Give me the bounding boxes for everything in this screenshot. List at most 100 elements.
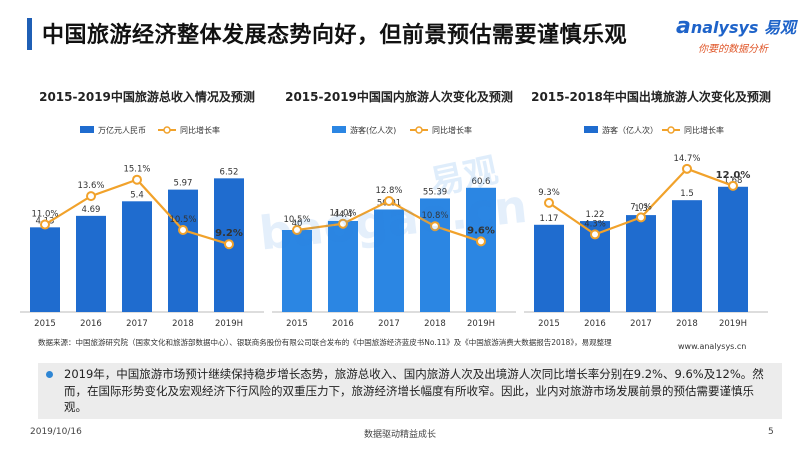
growth-label: 15.1% bbox=[123, 165, 150, 175]
bar-value-label: 1.68 bbox=[724, 176, 743, 186]
chart-title: 2015-2018年中国出境旅游人次变化及预测 bbox=[531, 90, 771, 104]
legend-line-marker bbox=[415, 126, 423, 134]
x-tick-label: 2019H bbox=[719, 319, 747, 329]
growth-point bbox=[636, 212, 646, 223]
growth-point bbox=[40, 219, 50, 230]
growth-point bbox=[384, 195, 394, 206]
page-number: 5 bbox=[768, 427, 774, 437]
legend-bar-swatch bbox=[332, 126, 346, 133]
growth-label: 11.0% bbox=[329, 209, 356, 219]
logo-sub-text: 你要的数据分析 bbox=[698, 44, 768, 55]
growth-label: 9.6% bbox=[467, 225, 495, 236]
growth-label: 7.0% bbox=[630, 202, 652, 212]
bar bbox=[672, 200, 702, 312]
x-tick-label: 2018 bbox=[676, 319, 698, 329]
bar-value-label: 40 bbox=[292, 219, 303, 229]
chart-svg: 万亿元人民币同比增长率4.1320154.6920165.420175.9720… bbox=[20, 125, 264, 329]
bar bbox=[534, 224, 564, 312]
x-tick-label: 2016 bbox=[332, 319, 354, 329]
legend-line-marker bbox=[163, 126, 171, 134]
legend-bar-swatch bbox=[584, 126, 598, 133]
growth-point bbox=[178, 225, 188, 235]
bar-value-label: 1.3 bbox=[634, 204, 648, 214]
logo-main-text: nalysys 易观 bbox=[690, 18, 797, 37]
x-tick-label: 2019H bbox=[467, 319, 495, 329]
growth-point bbox=[224, 239, 234, 250]
growth-point bbox=[430, 221, 440, 232]
legend-line-marker bbox=[667, 126, 675, 134]
analysys-logo: analysys 易观 你要的数据分析 bbox=[676, 14, 797, 55]
x-tick-label: 2015 bbox=[538, 319, 560, 329]
bar-value-label: 4.69 bbox=[82, 205, 101, 215]
legend-bar-label: 游客(亿人次) bbox=[350, 125, 396, 135]
bar-value-label: 60.6 bbox=[472, 177, 491, 187]
bar bbox=[168, 189, 198, 312]
bar-value-label: 1.17 bbox=[540, 214, 559, 224]
bar bbox=[76, 215, 106, 312]
legend-bar-swatch bbox=[80, 126, 94, 133]
growth-label: 12.8% bbox=[375, 186, 402, 196]
growth-label: 12.0% bbox=[716, 170, 751, 181]
bar bbox=[718, 186, 748, 312]
legend-bar-label: 万亿元人民币 bbox=[98, 125, 146, 135]
footer-slogan: 数据驱动精益成长 bbox=[363, 430, 436, 440]
bullet-icon bbox=[46, 371, 53, 378]
bar bbox=[420, 198, 450, 312]
growth-point bbox=[728, 180, 738, 191]
x-tick-label: 2016 bbox=[80, 319, 102, 329]
bar-value-label: 1.22 bbox=[586, 210, 605, 220]
growth-label: 13.6% bbox=[77, 181, 104, 191]
title-accent-bar bbox=[27, 18, 32, 50]
growth-point bbox=[544, 197, 554, 208]
footer-date: 2019/10/16 bbox=[30, 427, 82, 437]
growth-label: 10.8% bbox=[421, 211, 448, 221]
chart-svg: 游客(亿人次)同比增长率40201544.4201650.01201755.39… bbox=[272, 125, 516, 329]
x-tick-label: 2017 bbox=[378, 319, 400, 329]
growth-label: 14.7% bbox=[673, 154, 700, 164]
x-tick-label: 2017 bbox=[630, 319, 652, 329]
summary-text: 2019年，中国旅游市场预计继续保持稳步增长态势，旅游总收入、国内旅游人次及出境… bbox=[64, 367, 764, 414]
x-tick-label: 2016 bbox=[584, 319, 606, 329]
bar-value-label: 5.4 bbox=[130, 190, 144, 200]
growth-point bbox=[476, 236, 486, 247]
bar bbox=[30, 227, 60, 312]
legend-line-label: 同比增长率 bbox=[180, 125, 220, 135]
chart-total-revenue: 万亿元人民币同比增长率4.1320154.6920165.420175.9720… bbox=[20, 88, 274, 334]
x-tick-label: 2019H bbox=[215, 319, 243, 329]
bar bbox=[626, 215, 656, 312]
chart-domestic-trips: 游客(亿人次)同比增长率40201544.4201650.01201755.39… bbox=[272, 88, 526, 334]
bar bbox=[122, 201, 152, 312]
legend-line-label: 同比增长率 bbox=[432, 125, 472, 135]
page-title: 中国旅游经济整体发展态势向好，但前景预估需要谨慎乐观 bbox=[42, 23, 628, 48]
bar-value-label: 55.39 bbox=[423, 187, 447, 197]
bar bbox=[282, 230, 312, 312]
legend-bar-label: 游客（亿人次） bbox=[602, 125, 658, 135]
data-source: 数据来源：中国旅游研究院（国家文化和旅游部数据中心）、银联商务股份有限公司联合发… bbox=[38, 338, 612, 347]
website-link[interactable]: www.analysys.cn bbox=[678, 342, 747, 351]
chart-title: 2015-2019中国国内旅游人次变化及预测 bbox=[285, 90, 513, 104]
chart-svg: 游客（亿人次） 同比增长率 1.17 2015 1.22 2016 1.3 2017 1.5 20… bbox=[524, 125, 768, 329]
growth-point bbox=[132, 174, 142, 185]
growth-label: 9.2% bbox=[215, 228, 243, 239]
x-tick-label: 2018 bbox=[424, 319, 446, 329]
x-tick-label: 2015 bbox=[286, 319, 308, 329]
x-tick-label: 2015 bbox=[34, 319, 56, 329]
bar bbox=[374, 209, 404, 312]
bar-value-label: 6.52 bbox=[220, 167, 239, 177]
growth-point bbox=[682, 163, 692, 174]
chart-title: 2015-2019中国旅游总收入情况及预测 bbox=[39, 90, 255, 104]
growth-label: 10.5% bbox=[283, 215, 310, 225]
bar-value-label: 5.97 bbox=[174, 179, 193, 189]
growth-label: 9.3% bbox=[538, 188, 560, 198]
growth-point bbox=[292, 225, 302, 235]
growth-point bbox=[86, 191, 96, 202]
bar-value-label: 1.5 bbox=[680, 189, 694, 199]
growth-point bbox=[590, 229, 600, 240]
growth-label: 10.5% bbox=[169, 215, 196, 225]
bar bbox=[328, 220, 358, 312]
bar-value-label: 44.4 bbox=[334, 210, 353, 220]
growth-label: 11.0% bbox=[31, 210, 58, 220]
growth-point bbox=[338, 218, 348, 229]
x-tick-label: 2018 bbox=[172, 319, 194, 329]
x-tick-label: 2017 bbox=[126, 319, 148, 329]
